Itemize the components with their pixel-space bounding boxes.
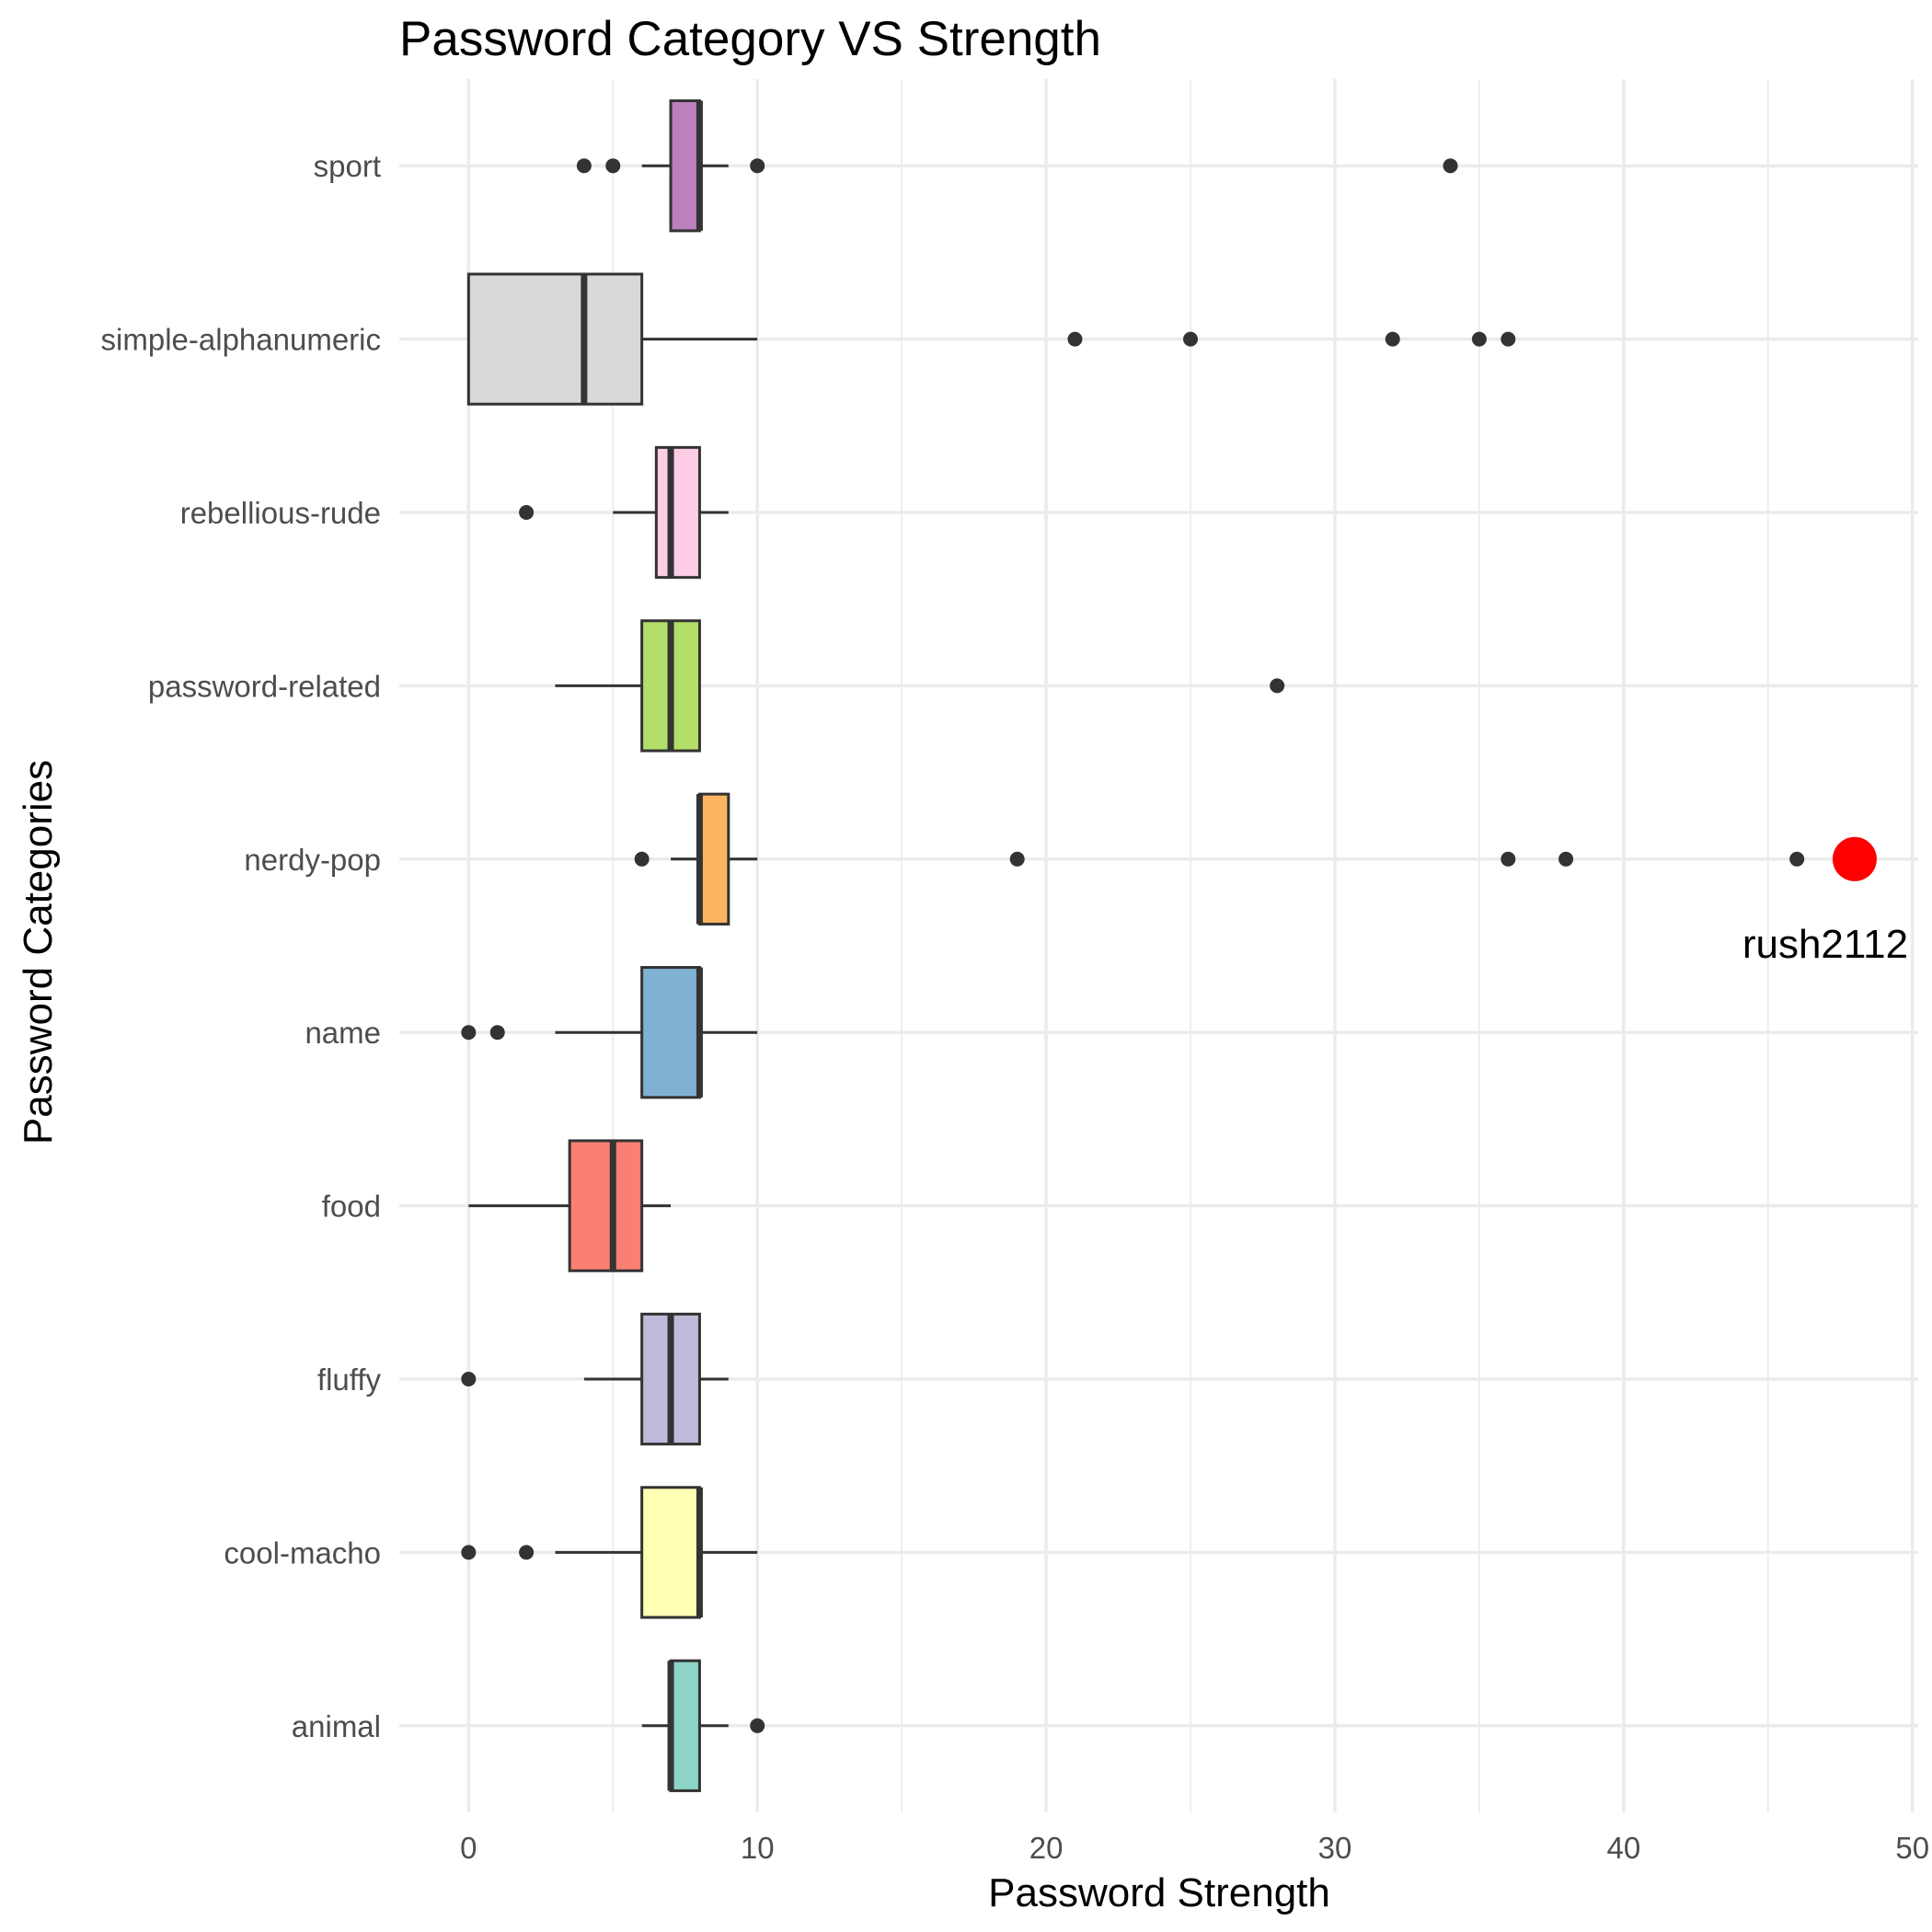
y-tick-label: rebellious-rude bbox=[180, 496, 381, 530]
y-tick-label: cool-macho bbox=[224, 1535, 381, 1570]
boxplots bbox=[461, 99, 1805, 1792]
outlier-point bbox=[1501, 331, 1516, 347]
y-tick-label: food bbox=[322, 1190, 381, 1224]
y-tick-label: animal bbox=[292, 1709, 381, 1743]
highlight-label: rush2112 bbox=[1742, 922, 1908, 967]
y-tick-label: sport bbox=[314, 149, 381, 183]
boxplot-animal bbox=[641, 1659, 765, 1792]
outlier-point bbox=[519, 505, 535, 520]
x-tick-label: 40 bbox=[1606, 1831, 1640, 1865]
chart-title: Password Category VS Strength bbox=[399, 12, 1101, 66]
outlier-point bbox=[461, 1025, 477, 1041]
x-tick-label: 50 bbox=[1895, 1831, 1929, 1865]
outlier-point bbox=[461, 1545, 477, 1560]
boxplot-food bbox=[468, 1139, 672, 1272]
boxplot-fluffy bbox=[461, 1312, 729, 1446]
boxplot-cool-macho bbox=[461, 1486, 758, 1619]
boxplot-password-related bbox=[555, 619, 1285, 753]
x-tick-labels: 0 10 20 30 40 50 bbox=[460, 1831, 1929, 1865]
y-tick-label: password-related bbox=[148, 669, 381, 703]
box bbox=[640, 1486, 701, 1619]
box bbox=[640, 966, 701, 1099]
outlier-point bbox=[1270, 678, 1285, 694]
outlier-point bbox=[1789, 851, 1805, 867]
outlier-point bbox=[634, 851, 650, 867]
box bbox=[697, 792, 730, 926]
outlier-point bbox=[1067, 331, 1083, 347]
boxplot-sport bbox=[576, 99, 1458, 233]
x-axis-title: Password Strength bbox=[988, 1870, 1330, 1915]
boxplot-rebellious-rude bbox=[519, 445, 729, 580]
x-tick-label: 30 bbox=[1318, 1831, 1352, 1865]
x-tick-label: 0 bbox=[460, 1831, 477, 1865]
outlier-point bbox=[1385, 331, 1400, 347]
y-tick-label: name bbox=[305, 1016, 381, 1050]
outlier-point bbox=[750, 1718, 765, 1733]
y-tick-labels: animal cool-macho fluffy food name nerdy-pop p… bbox=[101, 149, 382, 1743]
outlier-point bbox=[1501, 851, 1516, 867]
outlier-point bbox=[519, 1545, 535, 1560]
outlier-point bbox=[576, 158, 592, 174]
box bbox=[568, 1139, 644, 1272]
box bbox=[654, 445, 701, 580]
outlier-point bbox=[1558, 851, 1574, 867]
outlier-point bbox=[1183, 331, 1199, 347]
x-tick-label: 20 bbox=[1029, 1831, 1064, 1865]
y-tick-label: nerdy-pop bbox=[244, 843, 381, 877]
box bbox=[466, 272, 644, 406]
highlight-point bbox=[1832, 836, 1877, 881]
outlier-point bbox=[605, 158, 621, 174]
outlier-point bbox=[461, 1372, 477, 1386]
outlier-point bbox=[1443, 158, 1458, 174]
box bbox=[669, 1659, 701, 1792]
outlier-point bbox=[1471, 331, 1487, 347]
outlier-point bbox=[750, 158, 765, 174]
y-axis-title: Password Categories bbox=[16, 760, 61, 1144]
y-tick-label: fluffy bbox=[317, 1363, 382, 1397]
box bbox=[669, 99, 701, 233]
highlight: rush2112 bbox=[1742, 836, 1908, 967]
outlier-point bbox=[489, 1025, 505, 1041]
x-tick-label: 10 bbox=[741, 1831, 775, 1865]
boxplot-simple-alphanumeric bbox=[466, 272, 1516, 406]
boxplot-name bbox=[461, 966, 758, 1099]
boxplot-nerdy-pop bbox=[634, 792, 1805, 926]
y-tick-label: simple-alphanumeric bbox=[101, 323, 381, 357]
outlier-point bbox=[1009, 851, 1025, 867]
